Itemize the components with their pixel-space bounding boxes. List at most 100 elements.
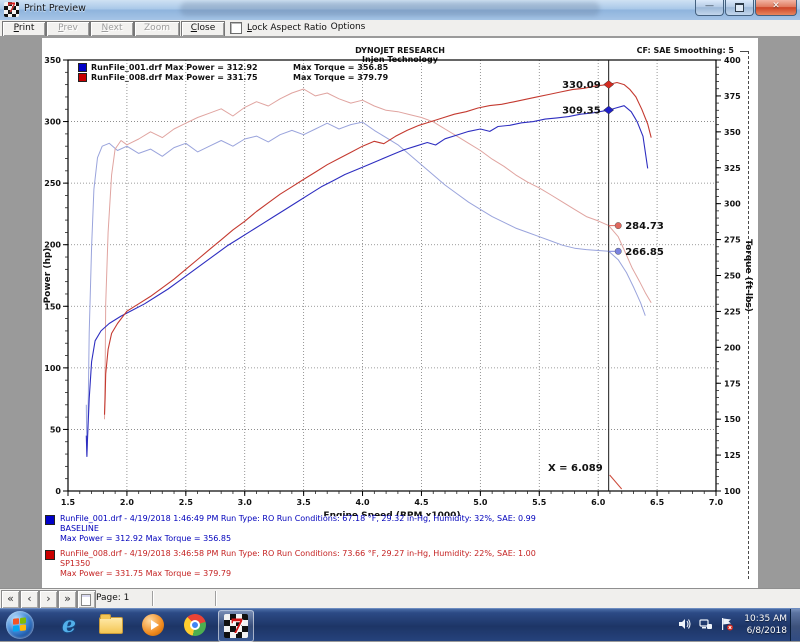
- page-icon: [81, 594, 91, 606]
- close-button[interactable]: Close: [181, 21, 225, 37]
- prev-page-button[interactable]: ‹: [20, 590, 39, 609]
- taskbar: e 7 10:35 AM 6/8/2018: [0, 608, 800, 642]
- statusbar: « ‹ › » Page: 1: [0, 588, 800, 609]
- page-setup-button[interactable]: [77, 590, 96, 609]
- print-preview-toolbar: Print Prev Next Zoom Out Close Lock Aspe…: [0, 20, 800, 46]
- svg-text:50: 50: [50, 425, 62, 434]
- print-button[interactable]: Print: [2, 21, 46, 37]
- winpep-icon: 7: [224, 614, 248, 638]
- svg-text:5.5: 5.5: [532, 498, 547, 507]
- show-desktop-button[interactable]: [790, 609, 800, 641]
- svg-text:225: 225: [724, 307, 741, 316]
- legend-row-sp1350: RunFile_008.drf Max Power = 331.75 Max T…: [78, 73, 388, 82]
- action-center-flag-icon[interactable]: [720, 617, 734, 631]
- svg-text:200: 200: [724, 343, 741, 352]
- run-swatch-blue: [45, 515, 55, 525]
- next-button: Next: [90, 21, 134, 37]
- svg-text:6.5: 6.5: [650, 498, 665, 507]
- prev-button: Prev: [46, 21, 90, 37]
- svg-text:350: 350: [724, 128, 741, 137]
- svg-text:175: 175: [724, 379, 741, 388]
- run-swatch-red: [45, 550, 55, 560]
- svg-text:1.5: 1.5: [61, 498, 76, 507]
- report-title: DYNOJET RESEARCH: [355, 46, 445, 55]
- svg-text:Power (hp): Power (hp): [43, 248, 53, 304]
- svg-text:3.0: 3.0: [238, 498, 253, 507]
- legend-swatch-blue: [78, 63, 87, 72]
- svg-text:Engine Speed (RPM x1000): Engine Speed (RPM x1000): [323, 511, 460, 516]
- restore-button[interactable]: [725, 0, 754, 16]
- svg-text:250: 250: [44, 179, 61, 188]
- run-conditions-line: RunFile_001.drf - 4/19/2018 1:46:49 PM R…: [60, 514, 536, 523]
- app-icon: 7: [4, 1, 19, 17]
- svg-text:309.35: 309.35: [562, 106, 601, 117]
- svg-text:125: 125: [724, 451, 741, 460]
- lock-aspect-ratio-checkbox[interactable]: [230, 22, 242, 34]
- window-title: Print Preview: [24, 3, 86, 14]
- lock-aspect-ratio-option[interactable]: Lock Aspect Ratio: [230, 22, 327, 34]
- first-page-button[interactable]: «: [1, 590, 20, 609]
- lock-aspect-ratio-label: Lock Aspect Ratio: [247, 23, 327, 33]
- internet-explorer-icon[interactable]: e: [62, 612, 76, 638]
- run-info-sp1350: RunFile_008.drf - 4/19/2018 3:46:58 PM R…: [45, 549, 536, 579]
- svg-text:300: 300: [44, 118, 61, 127]
- dyno-chart-svg: 1.5 2.0 2.5 3.0 3.5 4.0 4.5 5.0 5.5 6.0 6.5 7.0 0 50 1…: [43, 56, 753, 516]
- clock-date: 6/8/2018: [746, 626, 787, 636]
- svg-text:3.5: 3.5: [297, 498, 312, 507]
- run-info-baseline: RunFile_001.drf - 4/19/2018 1:46:49 PM R…: [45, 514, 536, 544]
- svg-text:6.0: 6.0: [591, 498, 606, 507]
- legend-max-torque: Max Torque = 356.85: [293, 63, 389, 72]
- options-button[interactable]: Options: [330, 22, 366, 32]
- windows-flag-icon: [13, 617, 27, 632]
- chrome-icon[interactable]: [182, 613, 208, 637]
- legend-max-torque: Max Torque = 379.79: [293, 73, 389, 82]
- svg-text:100: 100: [724, 487, 741, 496]
- page-margin-line: [748, 51, 749, 579]
- chart-legend: RunFile_001.drf Max Power = 312.92 Max T…: [78, 63, 388, 83]
- svg-text:330.09: 330.09: [562, 80, 601, 91]
- svg-text:300: 300: [724, 200, 741, 209]
- svg-text:325: 325: [724, 164, 741, 173]
- volume-icon[interactable]: [678, 617, 692, 631]
- clock-time: 10:35 AM: [744, 614, 787, 624]
- svg-text:150: 150: [724, 415, 741, 424]
- run-max-values: Max Power = 331.75 Max Torque = 379.79: [60, 569, 232, 578]
- minimize-button[interactable]: —: [695, 0, 724, 16]
- legend-file-name: RunFile_008.drf: [91, 73, 162, 82]
- svg-text:284.73: 284.73: [625, 221, 664, 232]
- window-titlebar: 7 Print Preview — ✕: [0, 0, 800, 21]
- run-label: BASELINE: [60, 524, 99, 533]
- network-icon[interactable]: [699, 617, 713, 631]
- preview-page: DYNOJET RESEARCH Injen Technology CF: SA…: [42, 38, 758, 588]
- svg-text:200: 200: [44, 241, 61, 250]
- svg-text:7.0: 7.0: [709, 498, 724, 507]
- page-indicator: Page: 1: [96, 593, 130, 603]
- svg-text:100: 100: [44, 364, 61, 373]
- zoom-out-button: Zoom Out: [134, 21, 180, 46]
- close-window-button[interactable]: ✕: [755, 0, 797, 16]
- svg-text:2.0: 2.0: [120, 498, 135, 507]
- next-page-button[interactable]: ›: [39, 590, 58, 609]
- statusbar-separator: [152, 591, 154, 606]
- legend-file-name: RunFile_001.drf: [91, 63, 162, 72]
- background-window-title-blur: [180, 2, 600, 16]
- winpep-active-app-button[interactable]: 7: [218, 610, 254, 642]
- file-explorer-icon[interactable]: [98, 613, 124, 637]
- legend-swatch-red: [78, 73, 87, 82]
- media-player-icon[interactable]: [140, 613, 166, 637]
- svg-text:275: 275: [724, 236, 741, 245]
- page-margin-corner: [740, 51, 749, 52]
- svg-text:350: 350: [44, 56, 61, 65]
- svg-text:Torque (ft-lbs): Torque (ft-lbs): [743, 239, 753, 312]
- run-info: RunFile_001.drf - 4/19/2018 1:46:49 PM R…: [45, 514, 536, 584]
- svg-text:4.0: 4.0: [355, 498, 370, 507]
- svg-text:150: 150: [44, 302, 61, 311]
- start-button[interactable]: [6, 611, 34, 639]
- svg-text:5.0: 5.0: [473, 498, 488, 507]
- svg-text:400: 400: [724, 56, 741, 65]
- run-max-values: Max Power = 312.92 Max Torque = 356.85: [60, 534, 232, 543]
- svg-text:0: 0: [55, 487, 61, 496]
- last-page-button[interactable]: »: [58, 590, 77, 609]
- taskbar-clock[interactable]: 10:35 AM 6/8/2018: [744, 613, 787, 637]
- run-label: SP1350: [60, 559, 91, 568]
